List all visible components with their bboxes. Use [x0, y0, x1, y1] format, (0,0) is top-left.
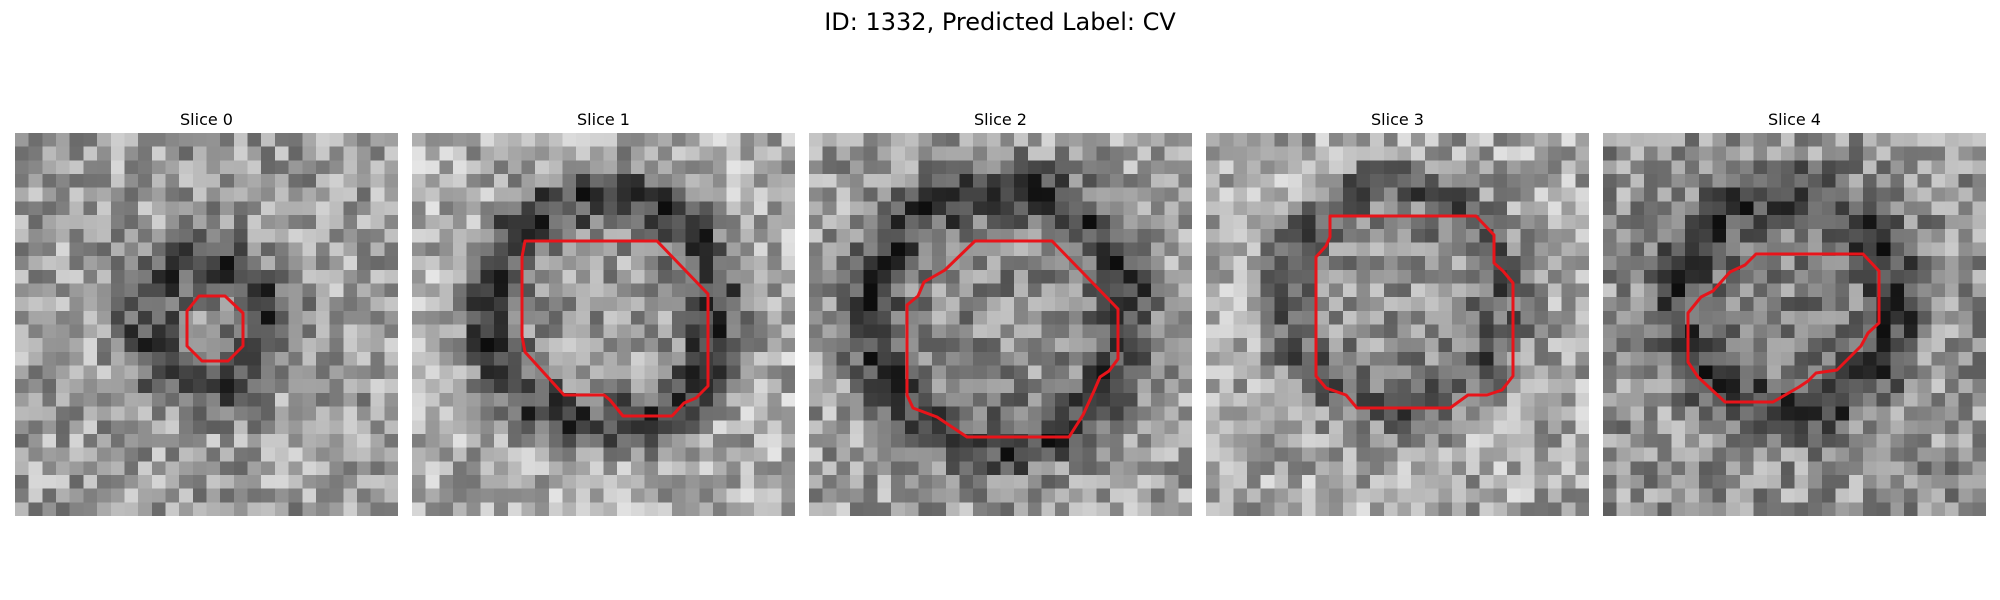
- segmentation-contour: [520, 239, 710, 418]
- slice-panel-1: Slice 1: [412, 108, 795, 516]
- slice-image: [1603, 133, 1986, 516]
- slice-image: [1206, 133, 1589, 516]
- grayscale-tomogram: [412, 133, 795, 516]
- segmentation-contour: [905, 239, 1120, 439]
- figure-title: ID: 1332, Predicted Label: CV: [824, 8, 1176, 36]
- slice-title: Slice 0: [180, 110, 233, 129]
- slice-panel-2: Slice 2: [809, 108, 1192, 516]
- slice-title: Slice 2: [974, 110, 1027, 129]
- segmentation-contour: [1686, 252, 1881, 404]
- grayscale-tomogram: [15, 133, 398, 516]
- slice-panel-3: Slice 3: [1206, 108, 1589, 516]
- slice-title: Slice 4: [1768, 110, 1821, 129]
- slice-title: Slice 3: [1371, 110, 1424, 129]
- slice-title: Slice 1: [577, 110, 630, 129]
- segmentation-contour: [185, 294, 245, 363]
- slice-image: [15, 133, 398, 516]
- slice-panel-0: Slice 0: [15, 108, 398, 516]
- slice-image: [809, 133, 1192, 516]
- grayscale-tomogram: [809, 133, 1192, 516]
- slice-image: [412, 133, 795, 516]
- grayscale-tomogram: [1603, 133, 1986, 516]
- grayscale-tomogram: [1206, 133, 1589, 516]
- segmentation-contour: [1314, 214, 1515, 410]
- slice-panel-4: Slice 4: [1603, 108, 1986, 516]
